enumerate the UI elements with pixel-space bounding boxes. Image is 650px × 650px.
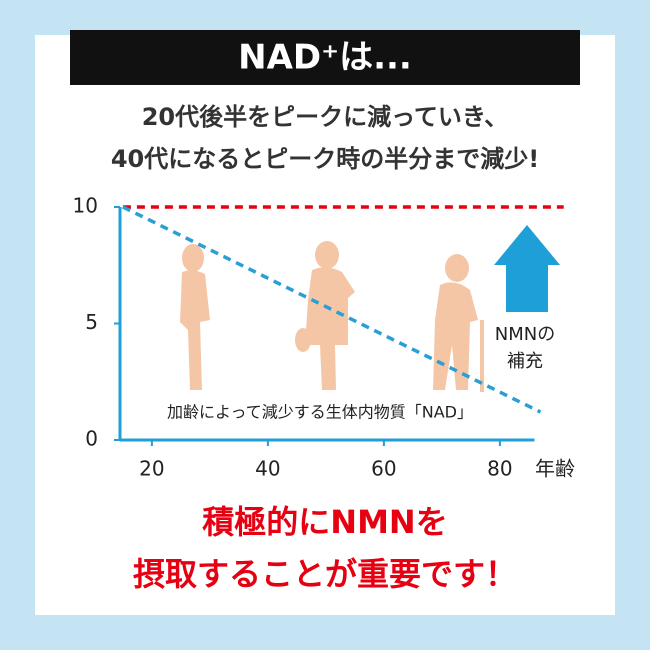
x-tick-label: 20 — [139, 457, 164, 481]
subtitle: 20代後半をピークに減っていき、 — [142, 103, 509, 131]
x-tick-label: 60 — [371, 457, 396, 481]
annotation: 補充 — [507, 351, 543, 372]
chart-title: NAD⁺は... — [238, 38, 412, 78]
title-band — [70, 30, 580, 85]
annotation: NMNの — [495, 324, 555, 345]
y-tick-label: 10 — [73, 194, 98, 218]
y-tick-label: 0 — [85, 427, 98, 451]
subtitle: 40代になるとピーク時の半分まで減少! — [111, 145, 539, 173]
y-tick-label: 5 — [85, 310, 98, 334]
message: 摂取することが重要です！ — [133, 555, 517, 593]
x-tick-label: 40 — [255, 457, 280, 481]
message: 積極的にNMNを — [202, 503, 447, 541]
series-line — [122, 205, 542, 414]
up-arrow — [494, 225, 560, 312]
x-tick-label: 80 — [487, 457, 512, 481]
annotation: 加齢によって減少する生体内物質「NAD」 — [167, 403, 473, 422]
x-axis-label: 年齢 — [535, 457, 575, 481]
